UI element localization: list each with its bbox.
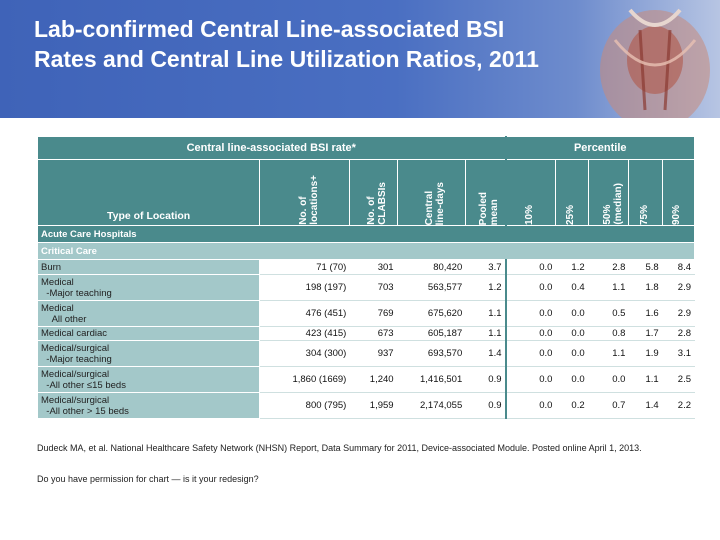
p75-cell: 5.8 <box>628 259 663 275</box>
table-row: Medical -Major teaching 198 (197) 703 56… <box>36 274 696 301</box>
p90-cell: 2.9 <box>661 274 696 301</box>
p25-cell: 0.0 <box>555 326 589 341</box>
table-row: Medical/surgical -All other ≤15 beds 1,8… <box>36 366 696 393</box>
line-days-cell: 1,416,501 <box>396 366 467 393</box>
locations-cell: 198 (197) <box>259 274 351 301</box>
clabsis-cell: 1,240 <box>349 366 398 393</box>
locations-cell: 423 (415) <box>259 326 351 341</box>
column-header-line-days: Central line-days <box>424 181 447 225</box>
p50-cell: 2.8 <box>587 259 630 275</box>
column-header-p75: 75% <box>638 204 650 225</box>
locations-cell: 1,860 (1669) <box>259 366 351 393</box>
title-line-2: Rates and Central Line Utilization Ratio… <box>34 46 539 72</box>
p10-cell: 0.0 <box>505 340 557 367</box>
clabsis-cell: 1,959 <box>349 392 398 419</box>
line-days-cell: 693,570 <box>396 340 467 367</box>
p25-cell: 0.2 <box>555 392 589 419</box>
p75-cell: 1.4 <box>628 392 663 419</box>
clabsis-cell: 673 <box>349 326 398 341</box>
title-banner: Lab-confirmed Central Line-associated BS… <box>0 0 720 118</box>
line-days-cell: 2,174,055 <box>396 392 467 419</box>
line-days-cell: 80,420 <box>396 259 467 275</box>
locations-cell: 304 (300) <box>259 340 351 367</box>
p25-cell: 1.2 <box>555 259 589 275</box>
p10-cell: 0.0 <box>505 274 557 301</box>
p10-cell: 0.0 <box>505 392 557 419</box>
p25-cell: 0.0 <box>555 340 589 367</box>
p50-cell: 0.8 <box>587 326 630 341</box>
percentile-group-header: Percentile <box>505 136 695 160</box>
column-header-p10: 10% <box>523 204 535 225</box>
location-type-cell: Medical/surgical -All other ≤15 beds <box>36 366 261 393</box>
table-row: Medical cardiac 423 (415) 673 605,187 1.… <box>36 326 696 341</box>
pooled-mean-cell: 1.4 <box>465 340 507 367</box>
column-header-p90: 90% <box>671 204 683 225</box>
p10-cell: 0.0 <box>505 300 557 327</box>
p90-cell: 2.8 <box>661 326 696 341</box>
pooled-mean-cell: 3.7 <box>465 259 507 275</box>
column-header-locations: No. of locations+ <box>297 175 320 225</box>
p75-cell: 1.1 <box>628 366 663 393</box>
p75-cell: 1.7 <box>628 326 663 341</box>
clabsi-rate-table: Central line-associated BSI rate* Percen… <box>36 136 696 419</box>
clabsis-cell: 769 <box>349 300 398 327</box>
column-header-p50: 50% (median) <box>601 183 624 225</box>
line-days-cell: 605,187 <box>396 326 467 341</box>
title-line-1: Lab-confirmed Central Line-associated BS… <box>34 16 505 42</box>
column-header-type: Type of Location <box>36 159 261 226</box>
p50-cell: 0.0 <box>587 366 630 393</box>
p10-cell: 0.0 <box>505 259 557 275</box>
subsection-row-critical-care: Critical Care <box>37 242 695 260</box>
p90-cell: 2.5 <box>661 366 696 393</box>
p25-cell: 0.0 <box>555 300 589 327</box>
table-row: Burn 71 (70) 301 80,420 3.7 0.0 1.2 2.8 … <box>36 259 696 275</box>
locations-cell: 476 (451) <box>259 300 351 327</box>
p25-cell: 0.4 <box>555 274 589 301</box>
p10-cell: 0.0 <box>505 366 557 393</box>
slide-title: Lab-confirmed Central Line-associated BS… <box>34 14 674 74</box>
section-row-acute-care: Acute Care Hospitals <box>37 225 695 243</box>
rate-group-header: Central line-associated BSI rate* <box>36 136 507 160</box>
location-type-cell: Medical All other <box>36 300 261 327</box>
p50-cell: 1.1 <box>587 274 630 301</box>
p75-cell: 1.9 <box>628 340 663 367</box>
line-days-cell: 675,620 <box>396 300 467 327</box>
anatomy-illustration-icon <box>600 8 710 118</box>
table-row: Medical All other 476 (451) 769 675,620 … <box>36 300 696 327</box>
p75-cell: 1.6 <box>628 300 663 327</box>
p90-cell: 2.2 <box>661 392 696 419</box>
pooled-mean-cell: 1.2 <box>465 274 507 301</box>
p10-cell: 0.0 <box>505 326 557 341</box>
pooled-mean-cell: 0.9 <box>465 366 507 393</box>
p90-cell: 3.1 <box>661 340 696 367</box>
locations-cell: 71 (70) <box>259 259 351 275</box>
pooled-mean-cell: 0.9 <box>465 392 507 419</box>
location-type-cell: Burn <box>36 259 261 275</box>
p90-cell: 8.4 <box>661 259 696 275</box>
p90-cell: 2.9 <box>661 300 696 327</box>
permission-note: Do you have permission for chart — is it… <box>37 474 259 484</box>
column-header-pooled-mean: Pooled mean <box>478 191 501 225</box>
locations-cell: 800 (795) <box>259 392 351 419</box>
p50-cell: 0.7 <box>587 392 630 419</box>
column-header-clabsis: No. of CLABSIs <box>366 182 389 225</box>
clabsis-cell: 301 <box>349 259 398 275</box>
p50-cell: 0.5 <box>587 300 630 327</box>
p75-cell: 1.8 <box>628 274 663 301</box>
p50-cell: 1.1 <box>587 340 630 367</box>
p25-cell: 0.0 <box>555 366 589 393</box>
table-row: Medical/surgical -Major teaching 304 (30… <box>36 340 696 367</box>
location-type-cell: Medical cardiac <box>36 326 261 341</box>
column-header-p25: 25% <box>565 204 577 225</box>
clabsis-cell: 937 <box>349 340 398 367</box>
table-row: Medical/surgical -All other > 15 beds 80… <box>36 392 696 419</box>
pooled-mean-cell: 1.1 <box>465 326 507 341</box>
location-type-cell: Medical -Major teaching <box>36 274 261 301</box>
source-citation: Dudeck MA, et al. National Healthcare Sa… <box>37 443 642 453</box>
location-type-cell: Medical/surgical -All other > 15 beds <box>36 392 261 419</box>
location-type-cell: Medical/surgical -Major teaching <box>36 340 261 367</box>
line-days-cell: 563,577 <box>396 274 467 301</box>
clabsis-cell: 703 <box>349 274 398 301</box>
pooled-mean-cell: 1.1 <box>465 300 507 327</box>
